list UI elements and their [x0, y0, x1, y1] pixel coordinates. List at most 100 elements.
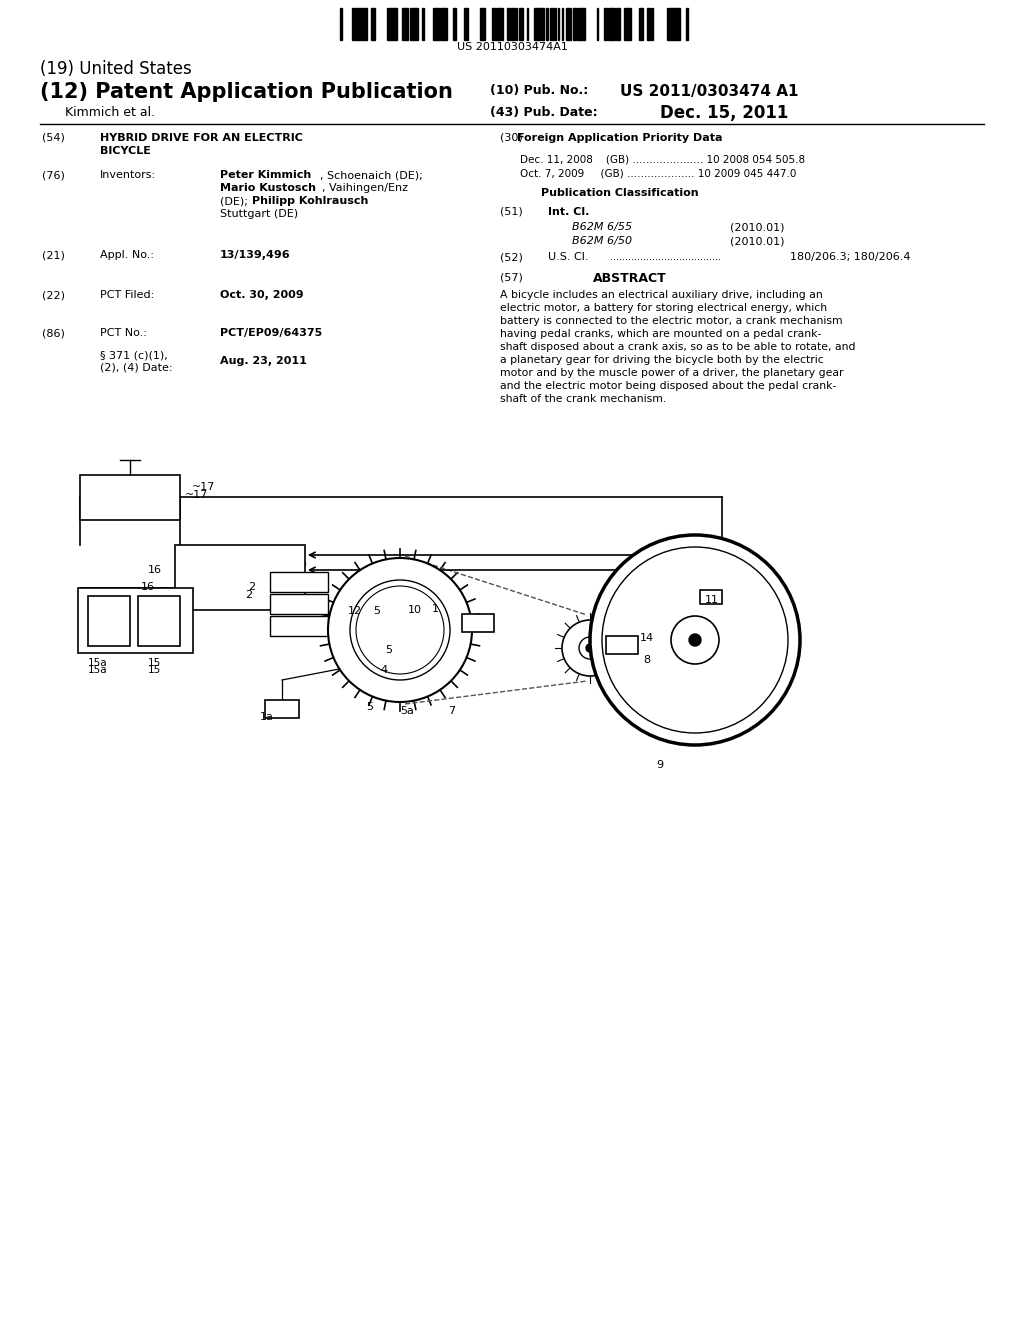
Bar [351, 8, 354, 40]
Text: Foreign Application Priority Data: Foreign Application Priority Data [517, 133, 723, 143]
Text: Kimmich et al.: Kimmich et al. [65, 106, 155, 119]
Text: 2: 2 [245, 590, 252, 601]
Bar [686, 8, 688, 40]
Bar [700, 590, 722, 605]
Bar [667, 8, 671, 40]
Bar [558, 8, 559, 40]
Circle shape [328, 558, 472, 702]
Bar [441, 8, 445, 40]
Bar [554, 8, 556, 40]
Text: 2: 2 [248, 582, 255, 591]
Text: 5: 5 [366, 702, 373, 711]
Text: motor and by the muscle power of a driver, the planetary gear: motor and by the muscle power of a drive… [500, 368, 844, 378]
Text: US 20110303474A1: US 20110303474A1 [457, 42, 567, 51]
Bar [624, 8, 628, 40]
Bar [364, 8, 368, 40]
Text: B62M 6/50: B62M 6/50 [572, 236, 632, 246]
Bar [606, 636, 638, 653]
Bar [535, 8, 538, 40]
Bar [519, 8, 523, 40]
Bar [80, 475, 180, 520]
Bar [265, 700, 299, 718]
Bar [515, 8, 517, 40]
Bar [500, 8, 503, 40]
Text: (21): (21) [42, 249, 65, 260]
Bar [422, 8, 424, 40]
Bar [433, 8, 437, 40]
Text: (43) Pub. Date:: (43) Pub. Date: [490, 106, 598, 119]
Bar [612, 8, 614, 40]
Bar [496, 8, 500, 40]
Text: (54): (54) [42, 133, 65, 143]
Bar [678, 8, 680, 40]
Bar [550, 8, 553, 40]
Circle shape [602, 546, 788, 733]
Bar [407, 8, 408, 40]
Text: Dec. 11, 2008    (GB) ..................... 10 2008 054 505.8: Dec. 11, 2008 (GB) .....................… [520, 154, 805, 165]
Bar [78, 587, 193, 653]
Text: Aug. 23, 2011: Aug. 23, 2011 [220, 356, 307, 366]
Bar [565, 8, 569, 40]
Text: 15a: 15a [88, 657, 108, 668]
Bar [539, 8, 543, 40]
Text: PCT/EP09/64375: PCT/EP09/64375 [220, 327, 323, 338]
Text: 13/139,496: 13/139,496 [220, 249, 291, 260]
Text: (52): (52) [500, 252, 523, 261]
Text: 16: 16 [141, 582, 155, 591]
Text: electric motor, a battery for storing electrical energy, which: electric motor, a battery for storing el… [500, 304, 827, 313]
Text: 15: 15 [148, 657, 161, 668]
Bar [639, 8, 643, 40]
Bar [359, 8, 362, 40]
Bar [604, 8, 607, 40]
Text: ABSTRACT: ABSTRACT [593, 272, 667, 285]
Text: 1a: 1a [260, 711, 273, 722]
Bar [270, 572, 328, 591]
Text: (2), (4) Date:: (2), (4) Date: [100, 363, 172, 374]
Text: 15: 15 [148, 665, 161, 675]
Bar [410, 8, 414, 40]
Circle shape [350, 579, 450, 680]
Text: (30): (30) [500, 133, 522, 143]
Bar [402, 8, 407, 40]
Text: 7: 7 [449, 706, 455, 715]
Text: (12) Patent Application Publication: (12) Patent Application Publication [40, 82, 453, 102]
Text: (51): (51) [500, 207, 522, 216]
Bar [578, 8, 581, 40]
Bar [675, 8, 678, 40]
Text: 9: 9 [656, 760, 664, 770]
Bar [88, 597, 130, 645]
Text: BICYCLE: BICYCLE [100, 147, 151, 156]
Text: 5: 5 [385, 645, 392, 655]
Text: 16: 16 [148, 565, 162, 576]
Circle shape [356, 586, 444, 675]
Text: PCT No.:: PCT No.: [100, 327, 146, 338]
Bar [462, 614, 494, 632]
Text: (76): (76) [42, 170, 65, 180]
Text: shaft of the crank mechanism.: shaft of the crank mechanism. [500, 393, 667, 404]
Text: Stuttgart (DE): Stuttgart (DE) [220, 209, 298, 219]
Text: Publication Classification: Publication Classification [542, 187, 698, 198]
Text: Philipp Kohlrausch: Philipp Kohlrausch [252, 195, 369, 206]
Text: US 2011/0303474 A1: US 2011/0303474 A1 [620, 84, 799, 99]
Text: ~17: ~17 [185, 490, 208, 500]
Text: (19) United States: (19) United States [40, 59, 191, 78]
Text: shaft disposed about a crank axis, so as to be able to rotate, and: shaft disposed about a crank axis, so as… [500, 342, 855, 352]
Bar [671, 8, 674, 40]
Text: (22): (22) [42, 290, 65, 300]
Bar [355, 8, 358, 40]
Bar [511, 8, 514, 40]
Bar [414, 8, 418, 40]
Text: , Vaihingen/Enz: , Vaihingen/Enz [322, 183, 408, 193]
Text: Peter Kimmich: Peter Kimmich [220, 170, 311, 180]
Text: 12: 12 [348, 606, 362, 616]
Text: .....................................: ..................................... [610, 252, 721, 261]
Bar [138, 597, 180, 645]
Bar [484, 8, 485, 40]
Bar [573, 8, 577, 40]
Bar [371, 8, 375, 40]
Circle shape [671, 616, 719, 664]
Bar [387, 8, 390, 40]
Bar [390, 8, 394, 40]
Text: and the electric motor being disposed about the pedal crank-: and the electric motor being disposed ab… [500, 381, 837, 391]
Bar [526, 8, 528, 40]
